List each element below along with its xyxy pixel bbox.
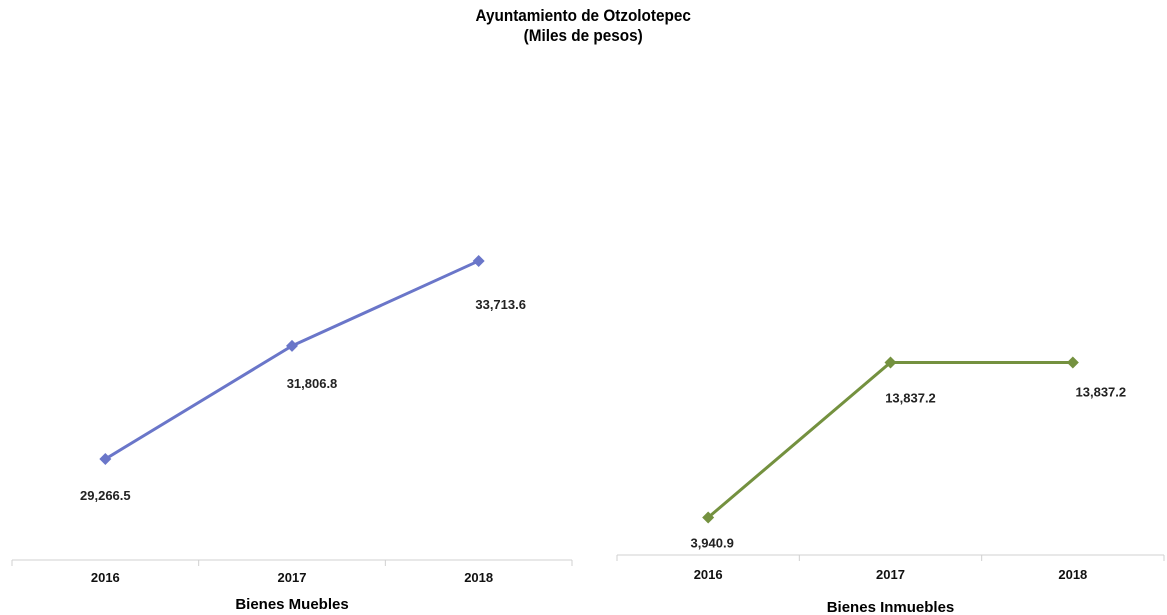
x-tick-label: 2018 bbox=[464, 570, 493, 585]
data-point-marker bbox=[702, 511, 715, 524]
x-axis-title: Bienes Muebles bbox=[235, 596, 348, 613]
data-point-marker bbox=[99, 453, 112, 466]
chart-title-block: Ayuntamiento de Otzolotepec (Miles de pe… bbox=[0, 6, 1166, 46]
data-label: 29,266.5 bbox=[80, 488, 131, 503]
x-tick-label: 2016 bbox=[694, 567, 723, 582]
chart-bienes-muebles: 2016 2017 2018 Bienes Muebles 29,266.5 31,806… bbox=[11, 254, 573, 613]
data-point-marker bbox=[884, 356, 897, 369]
data-point-marker bbox=[472, 254, 485, 267]
x-tick-label: 2017 bbox=[278, 570, 307, 585]
chart-bienes-inmuebles: 2016 2017 2018 Bienes Inmuebles 3,940.9 13,83… bbox=[616, 356, 1165, 615]
data-point-marker bbox=[1066, 356, 1079, 369]
chart-title: Ayuntamiento de Otzolotepec bbox=[475, 6, 691, 25]
chart-subtitle: (Miles de pesos) bbox=[523, 26, 643, 45]
x-axis-title: Bienes Inmuebles bbox=[827, 599, 955, 615]
data-point-marker bbox=[286, 339, 298, 352]
x-tick-label: 2016 bbox=[91, 570, 120, 585]
data-label: 33,713.6 bbox=[475, 297, 526, 312]
data-label: 13,837.2 bbox=[1076, 384, 1127, 399]
data-label: 31,806.8 bbox=[287, 376, 338, 391]
x-tick-label: 2017 bbox=[876, 567, 905, 582]
series-line bbox=[707, 360, 1073, 519]
x-tick-label: 2018 bbox=[1058, 567, 1087, 582]
data-label: 13,837.2 bbox=[885, 390, 936, 405]
series-line bbox=[104, 259, 480, 461]
data-label: 3,940.9 bbox=[690, 536, 733, 551]
